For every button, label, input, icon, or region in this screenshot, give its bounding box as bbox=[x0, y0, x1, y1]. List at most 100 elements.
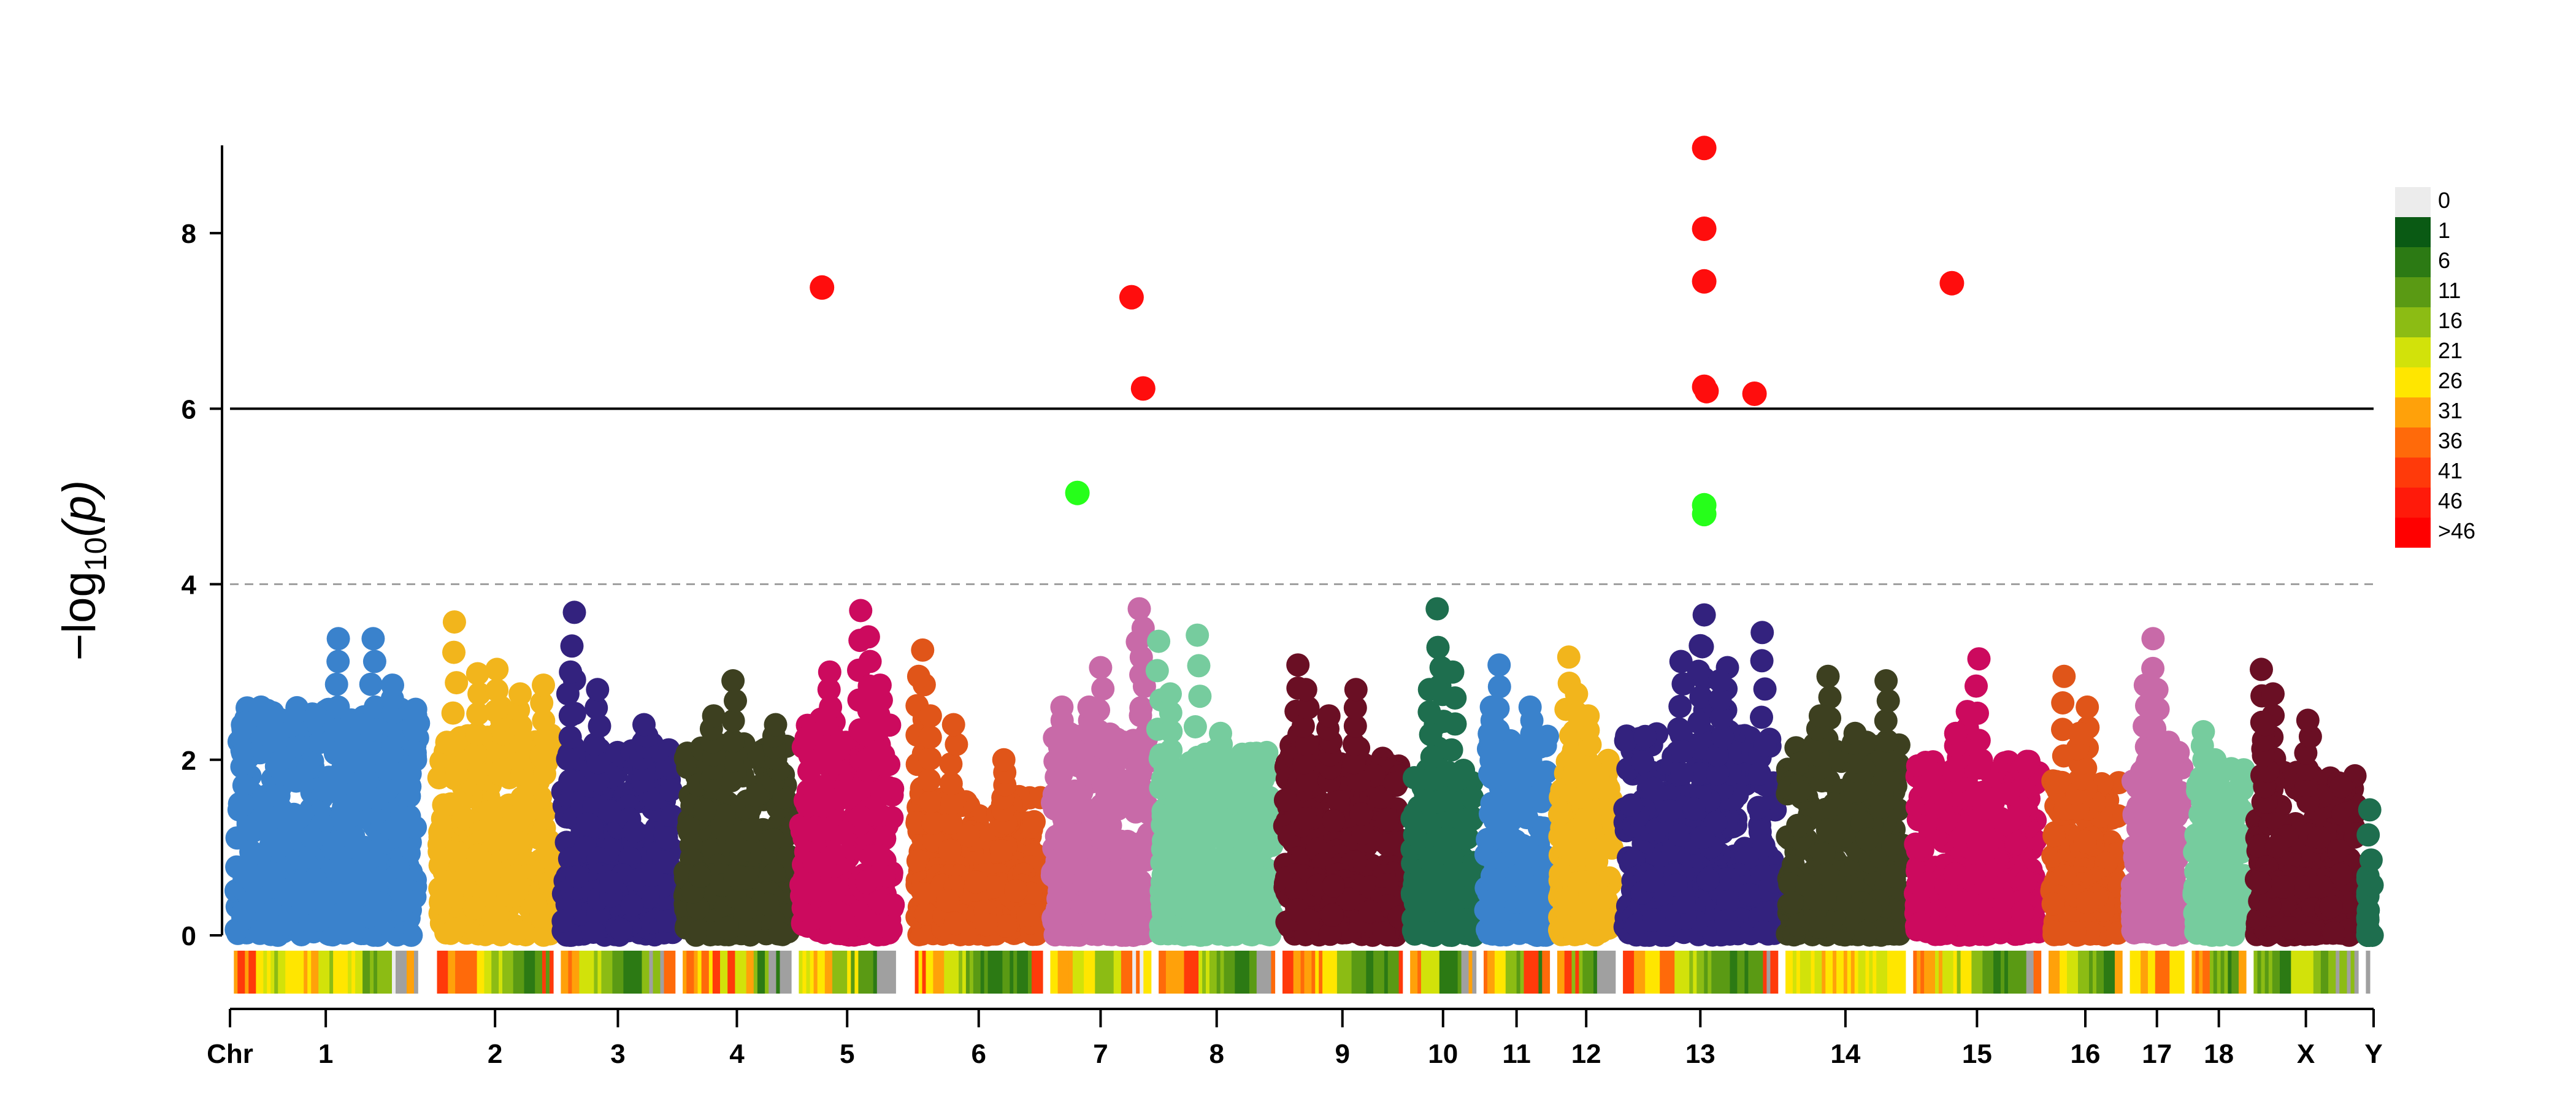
snp-peak-point bbox=[556, 747, 580, 771]
snp-point bbox=[581, 921, 605, 944]
snp-point bbox=[350, 866, 374, 890]
snp-peak-point bbox=[1417, 700, 1441, 724]
snp-point bbox=[756, 892, 780, 916]
chr-12-points bbox=[1547, 645, 1625, 947]
snp-point bbox=[1046, 887, 1070, 911]
snp-point bbox=[1619, 793, 1643, 817]
snp-peak-point bbox=[721, 729, 745, 753]
snp-point bbox=[268, 804, 292, 828]
snp-point bbox=[397, 889, 421, 913]
snp-point bbox=[398, 775, 422, 799]
snp-point bbox=[1073, 865, 1097, 889]
snp-point bbox=[693, 798, 717, 822]
snp-peak-point bbox=[249, 695, 273, 719]
snp-point bbox=[1595, 835, 1619, 859]
snp-point bbox=[275, 884, 299, 908]
snp-point bbox=[483, 915, 507, 938]
snp-peak-point bbox=[1557, 645, 1581, 669]
snp-peak-point bbox=[1188, 776, 1211, 800]
snp-point bbox=[404, 816, 427, 840]
snp-peak-point bbox=[467, 682, 491, 706]
snp-point bbox=[354, 758, 378, 781]
snp-point bbox=[1579, 816, 1603, 840]
snp-point bbox=[816, 818, 840, 841]
snp-point bbox=[532, 923, 556, 947]
snp-peak-point bbox=[764, 713, 788, 737]
snp-point bbox=[1482, 919, 1506, 943]
snp-point bbox=[816, 903, 840, 927]
snp-point bbox=[479, 807, 503, 831]
snp-peak-point bbox=[562, 600, 586, 624]
snp-peak-point bbox=[364, 741, 388, 765]
chr-5-points bbox=[789, 599, 905, 947]
snp-peak-point bbox=[918, 726, 942, 749]
snp-peak-point bbox=[485, 657, 509, 681]
snp-point bbox=[1322, 874, 1345, 898]
snp-peak-point bbox=[918, 704, 942, 728]
snp-peak-point bbox=[324, 741, 348, 765]
snp-peak-point bbox=[1439, 790, 1463, 814]
snp-point bbox=[1490, 812, 1514, 836]
snp-point bbox=[256, 907, 280, 930]
snp-peak-point bbox=[1425, 597, 1449, 621]
snp-point bbox=[1614, 729, 1638, 753]
snp-point bbox=[338, 825, 362, 848]
chr-10-points bbox=[1400, 597, 1485, 947]
snp-point bbox=[802, 850, 826, 874]
snp-point bbox=[1376, 833, 1400, 857]
chr-8-points bbox=[1145, 623, 1284, 947]
snp-point bbox=[1154, 910, 1178, 934]
snp-point bbox=[231, 793, 255, 817]
snp-points bbox=[224, 597, 2384, 947]
chr-3-points bbox=[551, 600, 685, 947]
snp-point bbox=[598, 799, 622, 823]
snp-peak-point bbox=[442, 610, 466, 634]
snp-point bbox=[1593, 908, 1617, 931]
snp-point bbox=[1016, 903, 1040, 927]
snp-point bbox=[881, 893, 905, 917]
snp-peak-point bbox=[359, 718, 383, 742]
snp-point bbox=[1097, 795, 1121, 819]
snp-point bbox=[1451, 912, 1474, 936]
snp-peak-point bbox=[918, 747, 942, 771]
snp-point bbox=[524, 892, 548, 916]
snp-point bbox=[344, 789, 368, 813]
snp-point bbox=[964, 870, 987, 894]
snp-point bbox=[1297, 908, 1321, 932]
snp-peak-point bbox=[858, 650, 882, 673]
snp-point bbox=[1322, 808, 1346, 832]
snp-point bbox=[1641, 776, 1665, 800]
snp-peak-point bbox=[818, 660, 841, 684]
snp-peak-point bbox=[489, 695, 513, 719]
snp-point bbox=[1460, 786, 1484, 810]
snp-peak-point bbox=[1317, 704, 1341, 728]
snp-point bbox=[1633, 724, 1657, 748]
snp-peak-point bbox=[939, 752, 963, 776]
snp-peak-point bbox=[530, 691, 554, 715]
snp-point bbox=[1294, 807, 1317, 830]
chr-4-points bbox=[673, 669, 800, 947]
snp-peak-point bbox=[1209, 721, 1232, 745]
snp-point bbox=[504, 810, 528, 834]
snp-peak-point bbox=[868, 673, 892, 697]
snp-point bbox=[876, 775, 900, 799]
snp-point bbox=[599, 870, 623, 894]
snp-peak-point bbox=[918, 769, 941, 792]
snp-point bbox=[1525, 914, 1549, 938]
snp-point bbox=[1210, 864, 1234, 887]
snp-point bbox=[551, 909, 575, 933]
snp-point bbox=[477, 862, 501, 886]
snp-point bbox=[688, 865, 712, 888]
snp-point bbox=[740, 818, 764, 841]
snp-point bbox=[1490, 878, 1514, 902]
snp-peak-point bbox=[1565, 682, 1589, 706]
snp-peak-point bbox=[558, 703, 582, 727]
snp-peak-point bbox=[1426, 635, 1450, 659]
snp-point bbox=[565, 865, 589, 889]
snp-point bbox=[1658, 799, 1681, 822]
snp-point bbox=[1251, 807, 1275, 830]
snp-point bbox=[866, 843, 890, 867]
snp-peak-point bbox=[442, 640, 466, 664]
snp-peak-point bbox=[1441, 660, 1465, 684]
snp-peak-point bbox=[441, 701, 465, 725]
